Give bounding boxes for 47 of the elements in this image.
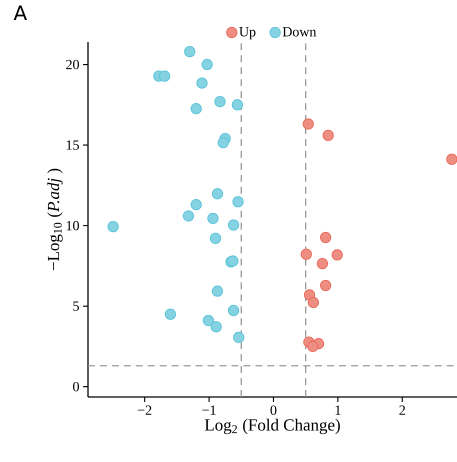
point [207,212,219,224]
legend-label: Up [239,27,256,40]
text: A [14,6,27,20]
point [196,77,208,89]
point [202,314,214,326]
point [202,58,213,70]
point [307,340,318,352]
point [210,321,222,332]
x-tick-label: −1 [202,405,216,415]
point [232,99,244,110]
point [212,188,224,200]
point [190,199,202,210]
point [218,137,229,148]
point [190,103,202,114]
point [233,332,244,344]
y-tick-label: 20 [66,60,79,70]
point [320,280,332,292]
legend-label: Down [282,27,316,36]
point [320,232,332,244]
point [322,130,334,142]
point [308,296,320,308]
point [228,219,240,231]
y-tick-label: 0 [73,382,79,392]
point [316,258,328,270]
y-tick-label: 5 [73,302,79,311]
point [212,286,224,297]
x-tick-label: −2 [138,406,152,415]
x-tick-label: 1 [336,405,341,415]
x-tick-label: 0 [270,405,276,415]
point [228,304,240,316]
point [107,220,119,232]
point [182,210,194,222]
y-tick-label: 15 [66,140,79,150]
y-axis-title: −Log$_{10}$ (P.adj ) [47,168,63,270]
point [300,248,312,260]
point [446,154,457,165]
point [214,96,226,108]
point [210,232,222,244]
point [159,70,170,82]
point [232,196,244,208]
x-tick-label: 2 [399,406,405,415]
y-tick-label: 10 [66,220,79,230]
point [332,249,343,261]
point [184,46,196,58]
point [302,118,314,130]
point [164,308,176,320]
x-axis-title: Log$_{2}$ (Fold Change) [204,418,340,434]
